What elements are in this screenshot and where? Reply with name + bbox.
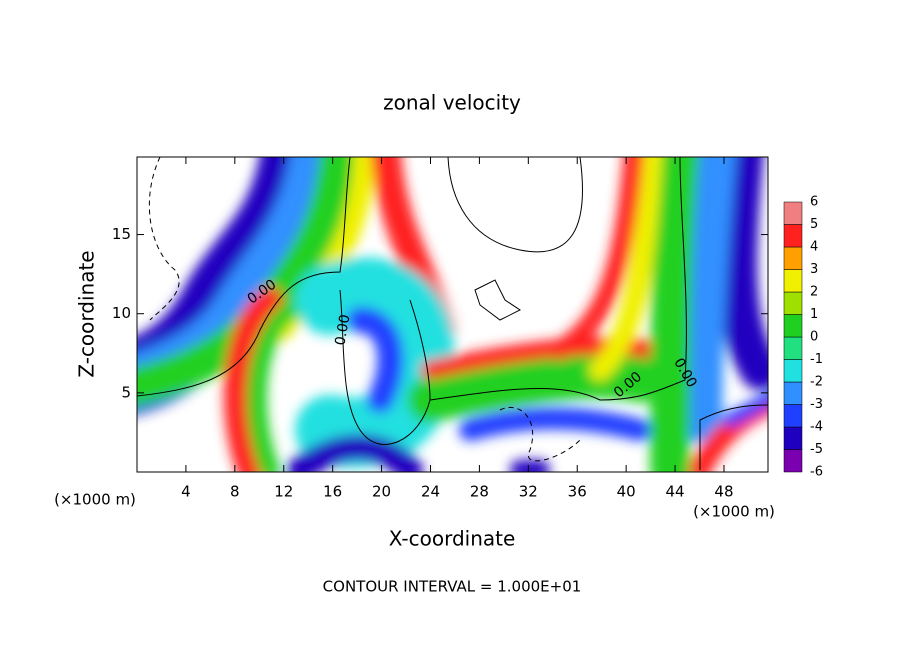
right-plume [550,157,768,472]
colorbar-label: 1 [810,307,818,322]
colorbar-label: 4 [810,240,818,255]
y-tick-label: 15 [112,225,131,243]
x-tick-label: 24 [421,483,440,501]
chart-title: zonal velocity [383,91,521,115]
colorbar-label: 2 [810,285,818,300]
colorbar-bin [783,404,803,428]
contour-label: 0.00 [332,313,353,346]
dashed-contour [148,157,180,321]
colorbar-label: 3 [810,262,818,277]
x-tick-label: 20 [372,483,391,501]
dashed-contour [499,406,581,462]
contour-lines [137,157,768,470]
x-tick-label: 12 [274,483,293,501]
x-tick-label: 16 [323,483,342,501]
colorbar-label: 0 [810,330,818,345]
colorbar-bin [783,269,803,293]
contour-line [429,157,687,401]
y-tick-label: 5 [121,383,131,401]
colorbar-bin [783,246,803,270]
x-tick-label: 36 [568,483,587,501]
y-unit: (×1000 m) [54,491,136,509]
colorbar-bin [783,291,803,315]
colorbar-bin [783,314,803,338]
colorbar-bin [783,201,803,225]
left-plume [137,157,455,472]
colorbar-bin [783,359,803,383]
x-unit: (×1000 m) [693,503,775,521]
colorbar-label: -5 [810,442,823,457]
colorbar-label: -6 [810,465,823,480]
x-tick-label: 28 [470,483,489,501]
contour-line [474,279,521,321]
colorbar-bin [783,381,803,405]
contour-line [447,157,583,253]
colorbar-label: -3 [810,397,823,412]
y-tick-label: 10 [112,304,131,322]
x-axis-label: X-coordinate [389,527,516,551]
colorbar-bin [783,336,803,360]
plot-frame [136,156,769,473]
x-tick-label: 44 [666,483,685,501]
colorbar-bin [783,449,803,473]
x-tick-label: 4 [181,483,191,501]
x-tick-label: 40 [617,483,636,501]
contour-line [137,157,351,397]
x-tick-label: 32 [519,483,538,501]
y-axis-label: Z-coordinate [75,250,99,377]
footer: CONTOUR INTERVAL = 1.000E+01 [323,578,582,596]
colorbar-label: -1 [810,352,823,367]
colorbar-bin [783,426,803,450]
contour-line [699,404,768,470]
colorbar-label: -2 [810,375,823,390]
colorbar-label: 5 [810,217,818,232]
x-tick-label: 48 [714,483,733,501]
x-tick-label: 8 [230,483,240,501]
velocity-field [137,157,768,472]
colorbar-label: -4 [810,420,823,435]
colorbar-bin [783,224,803,248]
colorbar-label: 6 [810,195,818,210]
middle-band [287,257,663,472]
contour-line [339,289,431,445]
